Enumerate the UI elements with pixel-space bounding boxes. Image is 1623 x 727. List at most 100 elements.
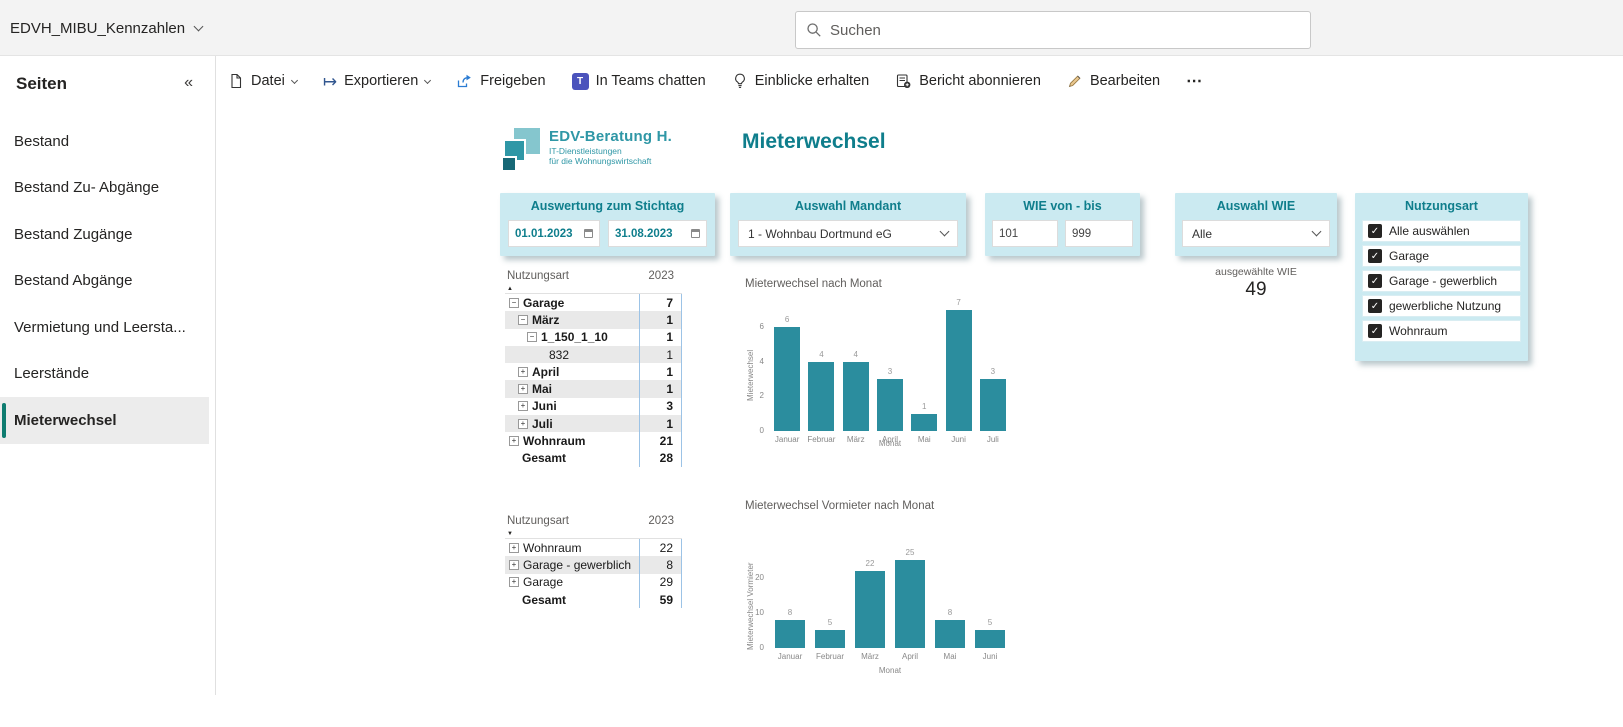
report-name-menu[interactable]: EDVH_MIBU_Kennzahlen [10,0,204,56]
bar-april[interactable] [876,379,903,431]
export-menu-button[interactable]: ↦ Exportieren [323,73,432,90]
chart1-plot-area: 6 4 4 3 1 7 3 [770,298,1010,431]
expand-node-icon[interactable]: + [509,542,519,553]
bar-slot: 3 [976,310,1010,431]
table-row-wohnraum[interactable]: + Wohnraum 21 [505,432,681,450]
search-input[interactable] [830,21,1300,39]
table-row-märz[interactable]: − März 1 [505,311,681,329]
checkbox-checked-icon[interactable]: ✓ [1368,324,1382,338]
matrix1-col1-header[interactable]: Nutzungsart [507,270,570,282]
expand-node-icon[interactable]: + [509,577,519,588]
sidebar-item-mieterwechsel[interactable]: Mieterwechsel [0,397,209,444]
bar-juli[interactable] [979,379,1006,431]
table-row-garage[interactable]: − Garage 7 [505,294,681,312]
edit-button[interactable]: Bearbeiten [1067,73,1160,89]
bar-märz[interactable] [855,570,885,648]
chevron-down-icon [424,76,432,84]
bar-februar[interactable] [815,630,845,648]
calendar-icon[interactable] [584,229,593,238]
row-label: Juni [532,399,557,414]
sidebar-item-bestand-zu-abgänge[interactable]: Bestand Zu- Abgänge [0,165,209,212]
wie-dropdown[interactable]: Alle [1182,220,1330,247]
nutzungsart-option-garage[interactable]: ✓ Garage [1362,245,1521,267]
wie-to-field[interactable]: 999 [1065,220,1133,247]
sidebar-item-vermietung-und-leersta[interactable]: Vermietung und Leersta... [0,304,209,351]
matrix2-col1-header[interactable]: Nutzungsart [507,515,570,527]
row-label: Garage [523,575,564,590]
table-row-juni[interactable]: + Juni 3 [505,397,681,416]
table-row-mai[interactable]: + Mai 1 [505,380,681,398]
sidebar-divider [215,56,216,695]
bar-slot: 3 [873,310,907,431]
checkbox-checked-icon[interactable]: ✓ [1368,274,1382,288]
expand-node-icon[interactable]: + [518,401,528,412]
sidebar-item-bestand-zugänge[interactable]: Bestand Zugänge [0,211,209,258]
nutzungsart-option-gewerbliche-nutzung[interactable]: ✓ gewerbliche Nutzung [1362,295,1521,317]
nutzungsart-option-alle-auswählen[interactable]: ✓ Alle auswählen [1362,220,1521,242]
expand-node-icon[interactable]: + [518,384,528,395]
subscribe-button[interactable]: Bericht abonnieren [895,73,1041,89]
row-label-cell: Gesamt [505,593,639,607]
collapse-sidebar-icon[interactable]: « [184,74,193,91]
teams-chat-button[interactable]: T In Teams chatten [571,72,706,90]
calendar-icon[interactable] [691,229,700,238]
expand-node-icon[interactable]: + [509,436,519,447]
bar-märz[interactable] [842,361,869,431]
table-row-1-150-1-10[interactable]: −1_150_1_10 1 [505,328,681,346]
table-row-gesamt[interactable]: Gesamt 59 [505,590,681,609]
bar-januar[interactable] [775,619,805,648]
nutzungsart-option-wohnraum[interactable]: ✓ Wohnraum [1362,320,1521,342]
logo-line1: EDV-Beratung H. [549,128,673,145]
sidebar-item-bestand-abgänge[interactable]: Bestand Abgänge [0,258,209,305]
get-insights-button[interactable]: Einblicke erhalten [732,73,869,89]
share-button[interactable]: Freigeben [456,73,546,89]
option-label: Garage [1389,249,1430,263]
collapse-node-icon[interactable]: − [509,297,519,308]
expand-node-icon[interactable]: + [509,559,519,570]
wie-from-value: 101 [999,227,1019,240]
sidebar-title: Seiten [16,74,68,93]
row-label-cell: + Wohnraum [505,434,639,448]
expand-node-icon[interactable]: + [518,366,528,377]
row-value: 1 [639,328,681,346]
table-row-juli[interactable]: + Juli 1 [505,415,681,433]
sidebar-item-bestand[interactable]: Bestand [0,118,209,165]
row-label-cell: + Wohnraum [505,541,639,555]
bar-juni[interactable] [975,630,1005,648]
nutzungsart-option-garage-gewerblich[interactable]: ✓ Garage - gewerblich [1362,270,1521,292]
checkbox-checked-icon[interactable]: ✓ [1368,249,1382,263]
bar-mai[interactable] [935,619,965,648]
y-tick-label: 2 [759,391,764,401]
sidebar-item-leerstände[interactable]: Leerstände [0,351,209,398]
date-to-field[interactable]: 31.08.2023 [608,220,707,247]
row-label-cell: Gesamt [505,451,639,465]
bar-april[interactable] [895,560,925,648]
more-options-button[interactable]: ⋯ [1186,73,1204,90]
chart2-y-axis: 0 10 20 [744,560,766,652]
bar-februar[interactable] [808,361,835,431]
search-box[interactable] [795,11,1311,49]
mandant-dropdown[interactable]: 1 - Wohnbau Dortmund eG [738,220,958,247]
bar-slot: 4 [804,310,838,431]
search-icon [807,23,821,37]
date-from-field[interactable]: 01.01.2023 [508,220,600,247]
matrix1-col2-header[interactable]: 2023 [648,270,674,282]
table-row-april[interactable]: + April 1 [505,363,681,381]
checkbox-checked-icon[interactable]: ✓ [1368,224,1382,238]
table-row-wohnraum[interactable]: + Wohnraum 22 [505,539,681,557]
table-row-832[interactable]: 832 1 [505,345,681,364]
expand-node-icon[interactable]: + [518,418,528,429]
file-menu-button[interactable]: Datei [228,73,298,89]
collapse-node-icon[interactable]: − [527,332,537,343]
bar-juni[interactable] [945,310,972,431]
table-row-garage[interactable]: + Garage 29 [505,573,681,591]
bar-mai[interactable] [911,413,938,431]
checkbox-checked-icon[interactable]: ✓ [1368,299,1382,313]
sidebar-items: Bestand Bestand Zu- Abgänge Bestand Zugäng… [0,118,209,444]
collapse-node-icon[interactable]: − [518,314,528,325]
wie-from-field[interactable]: 101 [992,220,1058,247]
table-row-garage-gewerblich[interactable]: + Garage - gewerblich 8 [505,556,681,574]
matrix2-col2-header[interactable]: 2023 [648,515,674,527]
table-row-gesamt[interactable]: Gesamt 28 [505,449,681,467]
bar-januar[interactable] [774,327,801,431]
